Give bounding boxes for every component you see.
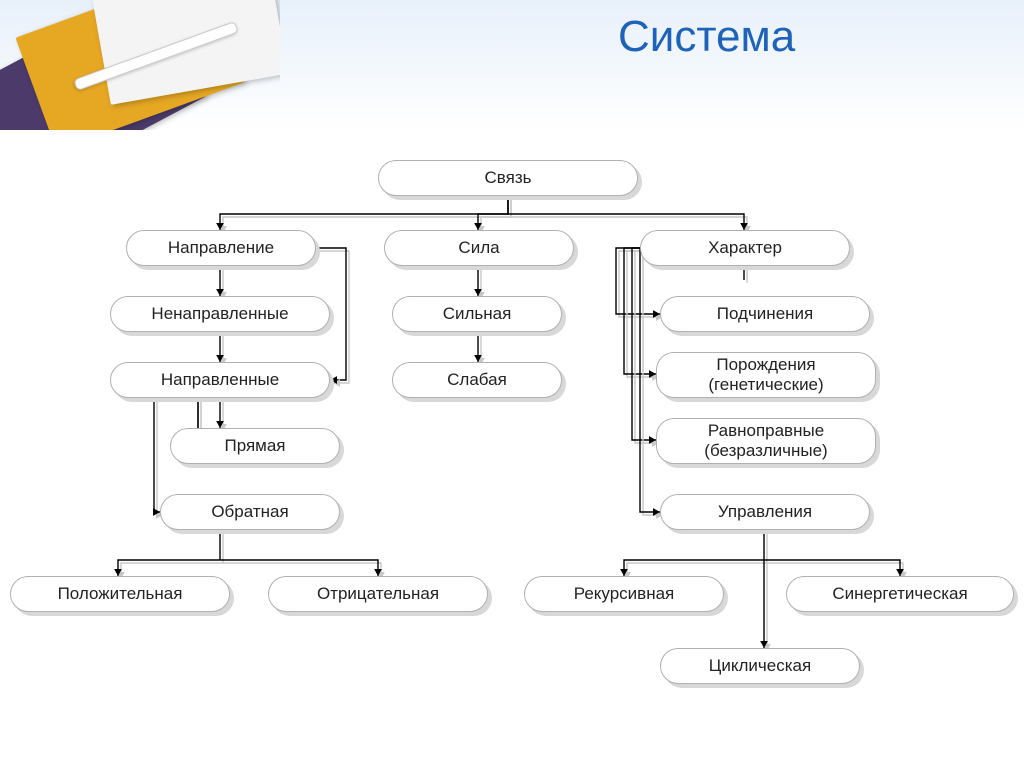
node-root: Связь — [378, 160, 638, 196]
node-obr: Обратная — [160, 494, 340, 530]
node-nenapr: Ненаправленные — [110, 296, 330, 332]
node-sila: Сила — [384, 230, 574, 266]
node-cikl: Циклическая — [660, 648, 860, 684]
node-siner: Синергетическая — [786, 576, 1014, 612]
tree-diagram: Связь Направление Сила Характер Ненаправленн… — [0, 0, 1024, 767]
node-upr: Управления — [660, 494, 870, 530]
node-siln: Сильная — [392, 296, 562, 332]
node-ravn: Равноправные (безразличные) — [656, 418, 876, 464]
node-dir: Направление — [126, 230, 316, 266]
node-otr: Отрицательная — [268, 576, 488, 612]
node-napr: Направленные — [110, 362, 330, 398]
node-pryam: Прямая — [170, 428, 340, 464]
node-slab: Слабая — [392, 362, 562, 398]
node-rekur: Рекурсивная — [524, 576, 724, 612]
node-podch: Подчинения — [660, 296, 870, 332]
node-char: Характер — [640, 230, 850, 266]
node-poro: Порождения (генетические) — [656, 352, 876, 398]
node-polo: Положительная — [10, 576, 230, 612]
